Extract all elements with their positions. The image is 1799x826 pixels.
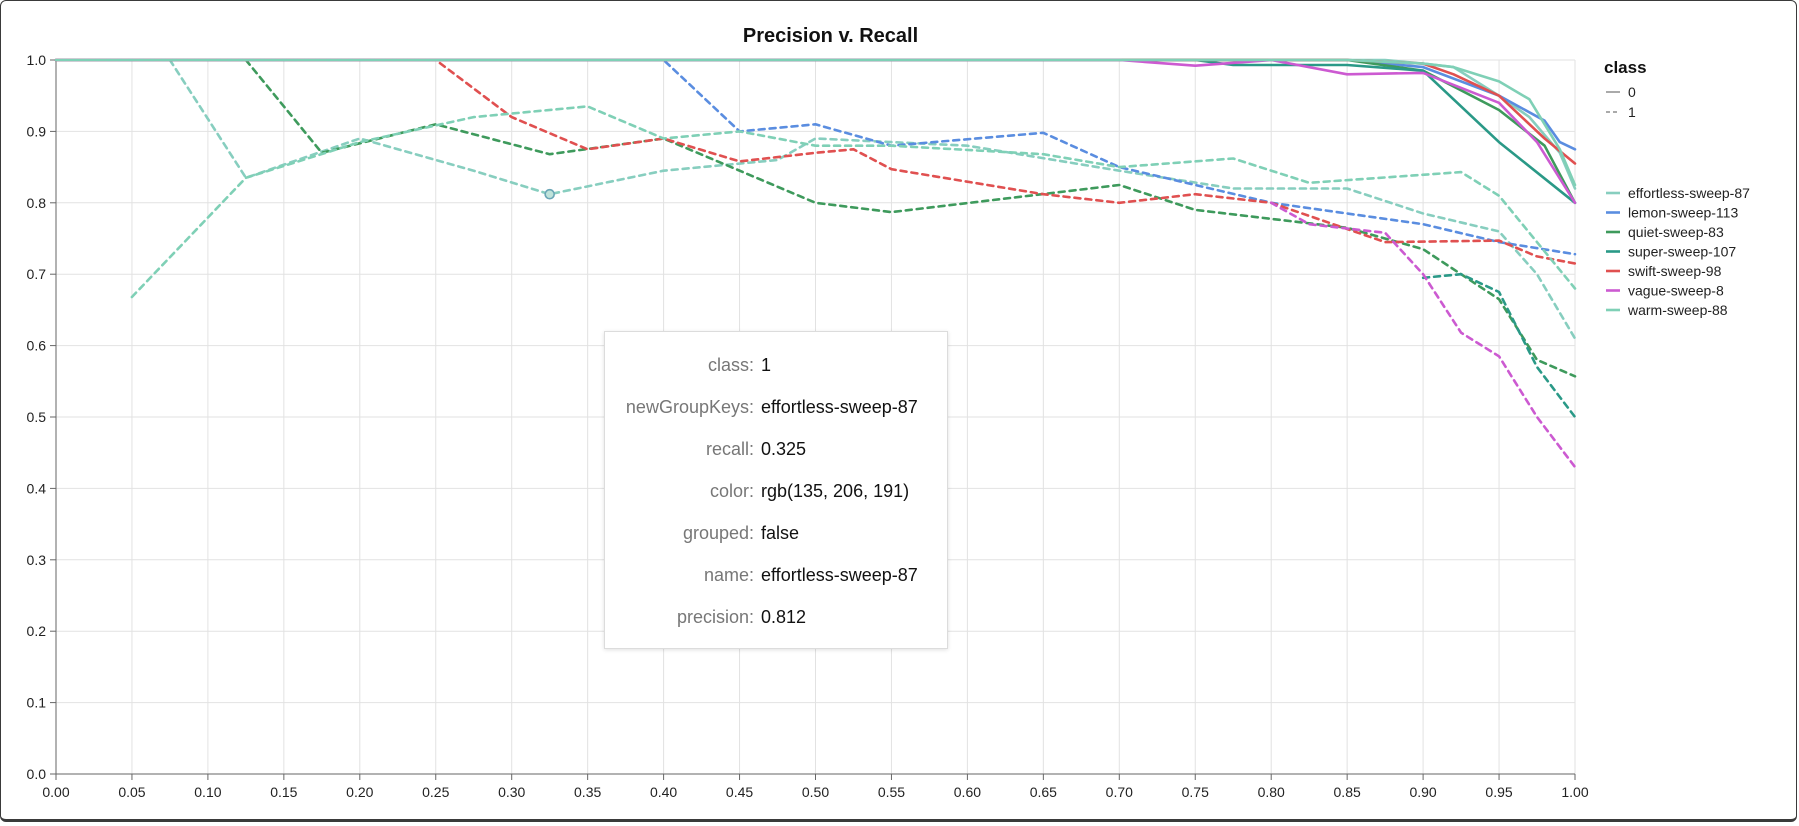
series-line-quiet-sweep-83-class-1[interactable] (244, 58, 1577, 378)
class-legend-label: 0 (1628, 84, 1636, 100)
y-tick-label: 0.6 (27, 338, 47, 354)
x-tick-label: 0.85 (1334, 784, 1361, 800)
x-tick-label: 0.20 (346, 784, 373, 800)
x-tick-label: 0.05 (118, 784, 145, 800)
x-tick-label: 0.50 (802, 784, 829, 800)
legend[interactable]: class 0 1 effortless-sweep-87 lemon-sweep-11… (1604, 58, 1750, 318)
legend-item-label[interactable]: super-sweep-107 (1628, 244, 1736, 260)
legend-item-label[interactable]: warm-sweep-88 (1627, 302, 1728, 318)
hover-marker (544, 188, 555, 200)
y-tick-label: 0.7 (27, 266, 47, 282)
series-line-super-sweep-107-class-1[interactable] (1421, 272, 1577, 419)
tooltip-value: effortless-sweep-87 (761, 397, 918, 417)
tooltip-key: newGroupKeys: (625, 397, 754, 417)
tooltip-value: 0.812 (761, 607, 807, 627)
legend-item-label[interactable]: quiet-sweep-83 (1628, 224, 1724, 240)
chart-title: Precision v. Recall (743, 25, 918, 47)
hover-point (544, 188, 555, 200)
y-tick-label: 1.0 (27, 52, 47, 68)
x-tick-label: 0.40 (650, 784, 677, 800)
x-tick-label: 0.60 (954, 784, 981, 800)
tooltip-key: recall: (705, 439, 754, 459)
hover-tooltip: class: 1 newGroupKeys: effortless-sweep-87 r… (604, 331, 948, 649)
series-line-swift-sweep-98-class-1[interactable] (54, 58, 1577, 265)
y-tick-label: 0.5 (27, 409, 47, 425)
x-tick-label: 0.15 (270, 784, 297, 800)
class-legend-label: 1 (1628, 104, 1636, 120)
y-tick-label: 0.2 (27, 623, 47, 639)
tooltip-row: precision: 0.812 (605, 607, 947, 631)
series-line-warm-sweep-88-class-0[interactable] (54, 58, 1577, 187)
axes: 0.00 0.05 0.10 0.15 0.20 0.25 0.30 0.35 0.40 0.45… (27, 52, 1589, 800)
y-tick-label: 0.4 (27, 480, 47, 496)
legend-title: class (1604, 58, 1647, 77)
tooltip-row: color: rgb(135, 206, 191) (605, 481, 947, 505)
x-tick-label: 0.35 (574, 784, 601, 800)
series-lines[interactable] (54, 58, 1577, 469)
x-tick-label: 0.45 (726, 784, 753, 800)
x-tick-label: 0.30 (498, 784, 525, 800)
x-tick-label: 0.00 (42, 784, 69, 800)
x-tick-label: 0.10 (194, 784, 221, 800)
x-tick-label: 1.00 (1561, 784, 1588, 800)
tooltip-row: class: 1 (605, 355, 947, 379)
x-tick-label: 0.95 (1485, 784, 1512, 800)
tooltip-value: 1 (761, 355, 772, 375)
y-tick-label: 0.3 (27, 552, 47, 568)
legend-item-label[interactable]: lemon-sweep-113 (1628, 205, 1738, 221)
tooltip-key: name: (703, 565, 754, 585)
tooltip-row: grouped: false (605, 523, 947, 547)
series-line-vague-sweep-8-class-0[interactable] (54, 58, 1577, 205)
tooltip-row: recall: 0.325 (605, 439, 947, 463)
tooltip-key: color: (709, 481, 754, 501)
x-tick-label: 0.25 (422, 784, 449, 800)
x-tick-label: 0.55 (878, 784, 905, 800)
legend-item-label[interactable]: effortless-sweep-87 (1628, 185, 1750, 201)
tooltip-value: effortless-sweep-87 (761, 565, 918, 585)
tooltip-value: 0.325 (761, 439, 807, 459)
x-tick-label: 0.90 (1409, 784, 1436, 800)
y-tick-label: 0.8 (27, 195, 47, 211)
y-tick-label: 0.9 (27, 123, 47, 139)
legend-item-label[interactable]: swift-sweep-98 (1628, 263, 1722, 279)
x-tick-label: 0.75 (1182, 784, 1209, 800)
series-line-lemon-sweep-113-class-1[interactable] (92, 58, 1577, 256)
tooltip-key: class: (707, 355, 754, 375)
legend-item-label[interactable]: vague-sweep-8 (1628, 283, 1724, 299)
tooltip-key: precision: (676, 607, 754, 627)
x-tick-label: 0.80 (1258, 784, 1285, 800)
y-tick-label: 0.0 (27, 766, 47, 782)
x-tick-label: 0.65 (1030, 784, 1057, 800)
tooltip-key: grouped: (682, 523, 754, 543)
tooltip-value: false (761, 523, 800, 543)
y-tick-label: 0.1 (27, 695, 47, 711)
tooltip-row: name: effortless-sweep-87 (605, 565, 947, 589)
series-line-effortless-sweep-87-class-1[interactable] (168, 58, 1577, 340)
x-tick-label: 0.70 (1106, 784, 1133, 800)
series-line-warm-sweep-88-class-1[interactable] (130, 105, 1577, 299)
tooltip-row: newGroupKeys: effortless-sweep-87 (605, 397, 947, 421)
series-line-vague-sweep-8-class-1[interactable] (1269, 201, 1577, 469)
tooltip-value: rgb(135, 206, 191) (761, 481, 910, 501)
